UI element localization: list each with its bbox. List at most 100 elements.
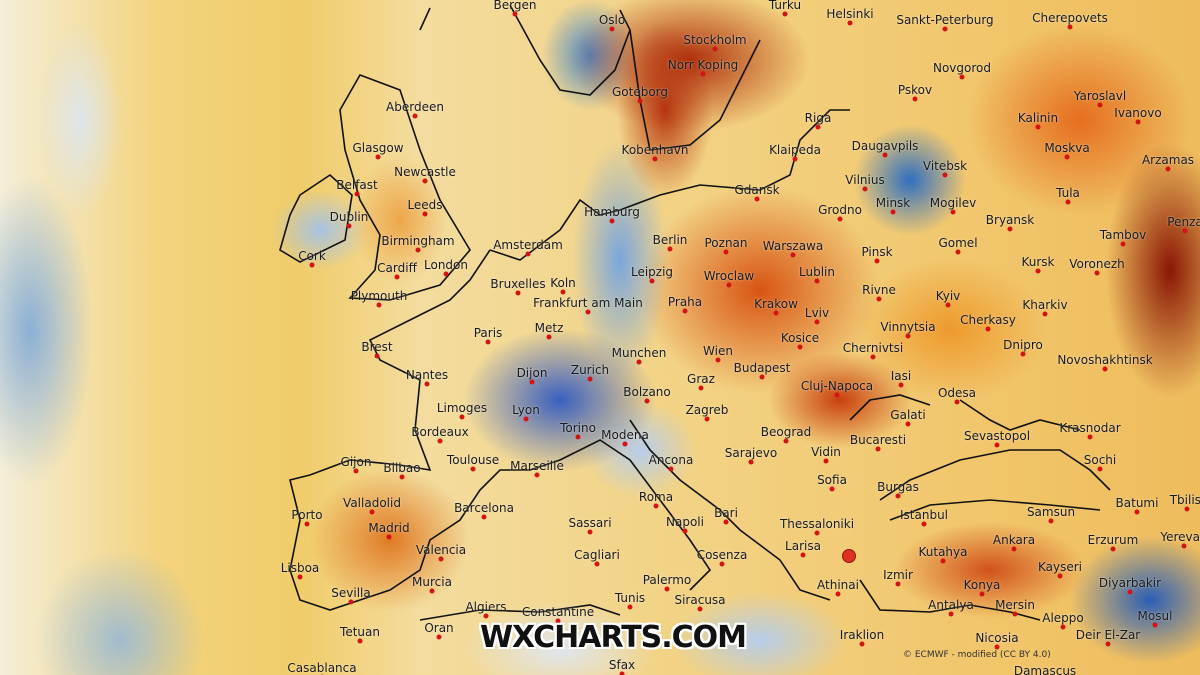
city-label: Palermo — [642, 573, 692, 587]
city-dot-icon — [1152, 622, 1158, 628]
city-label: Kharkiv — [1022, 298, 1068, 312]
city-label: Bergen — [493, 0, 537, 12]
location-marker[interactable] — [842, 549, 856, 563]
city-label: Kayseri — [1037, 560, 1083, 574]
city-label: Yerevan — [1160, 530, 1200, 544]
city-label: Vitebsk — [922, 159, 968, 173]
city-label: Bryansk — [985, 213, 1035, 227]
city-label: Hamburg — [584, 205, 640, 219]
city-dot-icon — [1067, 24, 1073, 30]
city-label: Tbilisi — [1169, 493, 1200, 507]
city-label: Napoli — [666, 515, 704, 529]
city-dot-icon — [652, 156, 658, 162]
city-dot-icon — [1048, 518, 1054, 524]
city-dot-icon — [815, 124, 821, 130]
city-label: London — [424, 258, 468, 272]
city-dot-icon — [874, 258, 880, 264]
city-dot-icon — [376, 302, 382, 308]
city-dot-icon — [575, 434, 581, 440]
city-label: Lviv — [804, 306, 830, 320]
city-label: Sevilla — [331, 586, 371, 600]
city-label: Krakow — [754, 297, 798, 311]
city-label: Riga — [804, 111, 832, 125]
city-dot-icon — [436, 634, 442, 640]
city-dot-icon — [485, 339, 491, 345]
city-label: Marseille — [510, 459, 564, 473]
city-label: Zagreb — [685, 403, 729, 417]
city-label: Aberdeen — [386, 100, 444, 114]
city-label: Ivanovo — [1114, 106, 1162, 120]
city-dot-icon — [719, 561, 725, 567]
city-dot-icon — [945, 302, 951, 308]
city-label: Pskov — [897, 83, 933, 97]
city-label: Plymouth — [350, 289, 408, 303]
city-dot-icon — [375, 154, 381, 160]
city-label: Kalinin — [1017, 111, 1059, 125]
city-label: Rivne — [862, 283, 896, 297]
city-label: Krasnodar — [1059, 421, 1121, 435]
city-label: Limoges — [436, 401, 488, 415]
city-label: Zurich — [570, 363, 610, 377]
city-label: Yaroslavl — [1073, 89, 1127, 103]
city-dot-icon — [712, 46, 718, 52]
city-dot-icon — [438, 556, 444, 562]
city-label: Leeds — [407, 198, 443, 212]
city-label: Cluj-Napoca — [800, 379, 874, 393]
city-label: Glasgow — [352, 141, 404, 155]
city-dot-icon — [959, 74, 965, 80]
city-dot-icon — [870, 354, 876, 360]
city-dot-icon — [726, 282, 732, 288]
city-dot-icon — [1181, 543, 1187, 549]
city-dot-icon — [424, 381, 430, 387]
city-dot-icon — [882, 152, 888, 158]
city-dot-icon — [814, 530, 820, 536]
city-label: Nantes — [405, 368, 449, 382]
city-dot-icon — [637, 98, 643, 104]
city-dot-icon — [697, 606, 703, 612]
city-label: Sevastopol — [963, 429, 1031, 443]
city-dot-icon — [1110, 546, 1116, 552]
city-dot-icon — [415, 247, 421, 253]
city-label: Kosice — [780, 331, 820, 345]
city-label: Sankt-Peterburg — [896, 13, 994, 27]
city-label: Gomel — [938, 236, 978, 250]
city-label: Novgorod — [932, 61, 992, 75]
city-dot-icon — [1087, 434, 1093, 440]
city-label: Valladolid — [343, 496, 401, 510]
city-label: Dublin — [329, 210, 369, 224]
city-dot-icon — [1035, 268, 1041, 274]
city-dot-icon — [723, 249, 729, 255]
city-label: Beograd — [760, 425, 812, 439]
city-dot-icon — [800, 552, 806, 558]
city-dot-icon — [644, 398, 650, 404]
city-dot-icon — [636, 359, 642, 365]
city-dot-icon — [1042, 311, 1048, 317]
city-dot-icon — [905, 333, 911, 339]
city-label: Iasi — [890, 369, 912, 383]
city-dot-icon — [1065, 199, 1071, 205]
city-label: Kobenhavn — [621, 143, 689, 157]
city-label: Pinsk — [861, 245, 893, 259]
city-dot-icon — [754, 196, 760, 202]
city-label: Tula — [1056, 186, 1080, 200]
city-label: Budapest — [733, 361, 791, 375]
city-dot-icon — [555, 618, 561, 624]
city-label: Moskva — [1044, 141, 1090, 155]
city-dot-icon — [748, 459, 754, 465]
city-label: Vinnytsia — [880, 320, 936, 334]
city-dot-icon — [609, 26, 615, 32]
city-label: Galati — [890, 408, 926, 422]
city-label: Sochi — [1083, 453, 1117, 467]
city-label: Madrid — [368, 521, 410, 535]
city-dot-icon — [905, 421, 911, 427]
city-dot-icon — [1020, 351, 1026, 357]
city-dot-icon — [394, 274, 400, 280]
city-label: Antalya — [928, 598, 974, 612]
city-label: Klaipeda — [769, 143, 821, 157]
city-label: Konya — [963, 578, 1001, 592]
city-dot-icon — [837, 216, 843, 222]
city-dot-icon — [862, 186, 868, 192]
city-label: Cork — [298, 249, 326, 263]
city-dot-icon — [875, 446, 881, 452]
